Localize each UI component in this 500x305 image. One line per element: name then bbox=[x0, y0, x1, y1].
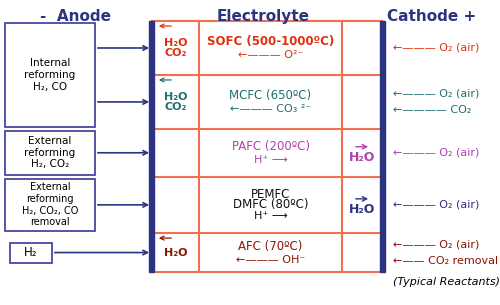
Text: PAFC (200ºC): PAFC (200ºC) bbox=[232, 140, 310, 153]
Text: External
reforming
H₂, CO₂: External reforming H₂, CO₂ bbox=[24, 136, 76, 169]
Bar bbox=[380, 21, 385, 272]
Text: H₂O: H₂O bbox=[349, 203, 375, 216]
FancyBboxPatch shape bbox=[5, 23, 95, 127]
Text: ←——— CO₃ ²⁻: ←——— CO₃ ²⁻ bbox=[230, 104, 311, 114]
Text: ←——— O₂ (air): ←——— O₂ (air) bbox=[393, 239, 480, 249]
Text: CO₂: CO₂ bbox=[164, 48, 186, 58]
Text: MCFC (650ºC): MCFC (650ºC) bbox=[230, 89, 312, 102]
Text: AFC (70ºC): AFC (70ºC) bbox=[238, 240, 302, 253]
Text: H₂O: H₂O bbox=[349, 151, 375, 164]
Text: H₂O: H₂O bbox=[164, 248, 187, 257]
Text: ←——— OH⁻: ←——— OH⁻ bbox=[236, 255, 305, 264]
Bar bbox=[152, 21, 382, 272]
Text: PEMFC: PEMFC bbox=[251, 188, 290, 201]
FancyBboxPatch shape bbox=[5, 131, 95, 175]
Text: Internal
reforming
H₂, CO: Internal reforming H₂, CO bbox=[24, 58, 76, 92]
Text: External
reforming
H₂, CO₂, CO
removal: External reforming H₂, CO₂, CO removal bbox=[22, 182, 78, 227]
FancyBboxPatch shape bbox=[10, 242, 52, 263]
Text: ←——— O₂ (air): ←——— O₂ (air) bbox=[393, 148, 480, 158]
Text: ←———— CO₂: ←———— CO₂ bbox=[393, 105, 471, 115]
Text: ←——— O²⁻: ←——— O²⁻ bbox=[238, 50, 303, 60]
Bar bbox=[149, 21, 154, 272]
Text: H⁺ ⟶: H⁺ ⟶ bbox=[254, 155, 288, 165]
Text: H₂O: H₂O bbox=[164, 92, 187, 102]
Text: DMFC (80ºC): DMFC (80ºC) bbox=[233, 198, 308, 211]
Text: ←—— CO₂ removal: ←—— CO₂ removal bbox=[393, 256, 498, 266]
Text: Electrolyte: Electrolyte bbox=[216, 9, 310, 24]
Text: H₂O: H₂O bbox=[164, 38, 187, 48]
Text: SOFC (500-1000ºC): SOFC (500-1000ºC) bbox=[207, 35, 334, 48]
Text: ←——— O₂ (air): ←——— O₂ (air) bbox=[393, 43, 480, 53]
Text: H₂: H₂ bbox=[24, 246, 38, 259]
Text: ←——— O₂ (air): ←——— O₂ (air) bbox=[393, 89, 480, 99]
Text: ←——— O₂ (air): ←——— O₂ (air) bbox=[393, 200, 480, 210]
FancyBboxPatch shape bbox=[5, 179, 95, 231]
Text: CO₂: CO₂ bbox=[164, 102, 186, 112]
Text: -  Anode: - Anode bbox=[40, 9, 111, 24]
Text: H⁺ ⟶: H⁺ ⟶ bbox=[254, 211, 288, 221]
Text: (Typical Reactants): (Typical Reactants) bbox=[393, 277, 500, 287]
Text: Cathode +: Cathode + bbox=[388, 9, 476, 24]
